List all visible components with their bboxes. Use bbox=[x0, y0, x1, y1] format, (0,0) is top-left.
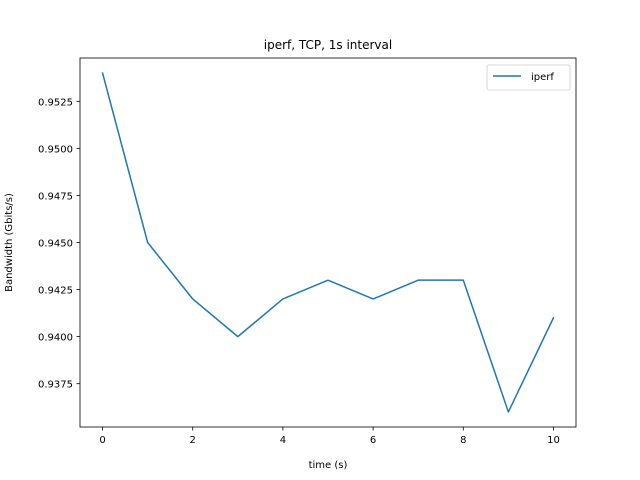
x-tick-label: 2 bbox=[190, 435, 196, 446]
y-tick-label: 0.9475 bbox=[38, 191, 73, 202]
y-tick-label: 0.9375 bbox=[38, 380, 73, 391]
x-axis-ticks: 0 2 4 6 8 10 bbox=[99, 427, 560, 446]
legend-box bbox=[486, 64, 571, 91]
x-tick-label: 4 bbox=[280, 435, 286, 446]
x-tick-label: 8 bbox=[460, 435, 466, 446]
series-line-iperf bbox=[101, 72, 555, 413]
legend: iperf bbox=[486, 64, 571, 91]
x-axis-label: time (s) bbox=[309, 460, 348, 471]
y-tick-label: 0.9450 bbox=[38, 239, 73, 250]
series-layer bbox=[101, 72, 555, 413]
y-tick-label: 0.9425 bbox=[38, 286, 73, 297]
chart-title: iperf, TCP, 1s interval bbox=[264, 38, 392, 52]
legend-label-iperf: iperf bbox=[531, 72, 554, 83]
x-tick-label: 10 bbox=[547, 435, 560, 446]
y-tick-label: 0.9400 bbox=[38, 333, 73, 344]
x-tick-label: 6 bbox=[370, 435, 376, 446]
y-axis-ticks: 0.9375 0.9400 0.9425 0.9450 0.9475 0.9500 0.95… bbox=[38, 97, 80, 391]
y-axis-label: Bandwidth (Gbits/s) bbox=[4, 193, 15, 292]
y-tick-label: 0.9525 bbox=[38, 97, 73, 108]
x-tick-label: 0 bbox=[99, 435, 105, 446]
y-tick-label: 0.9500 bbox=[38, 144, 73, 155]
